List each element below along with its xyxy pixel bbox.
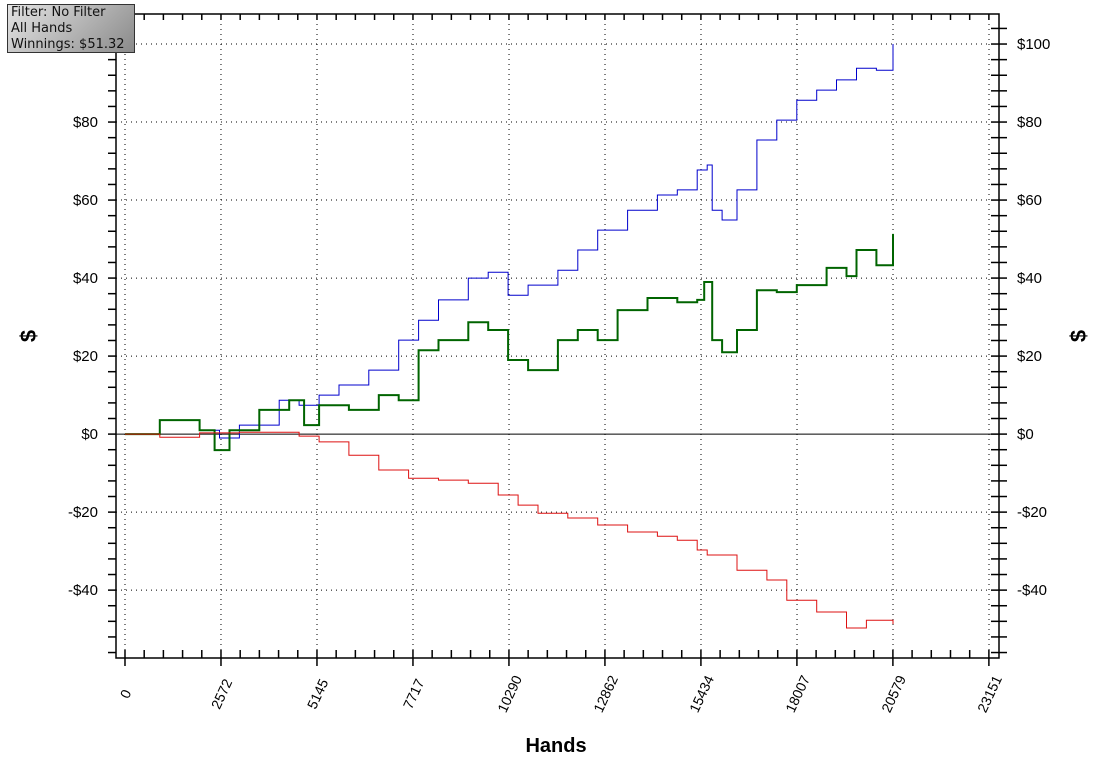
left-y-axis-label: $ <box>16 330 41 342</box>
right-y-tick-label: $60 <box>1017 192 1042 209</box>
series-line-2 <box>125 431 894 629</box>
right-y-tick-label: -$20 <box>1017 504 1047 521</box>
right-y-axis-label: $ <box>1066 330 1091 342</box>
left-y-tick-label: -$20 <box>68 504 98 521</box>
right-y-tick-label: $40 <box>1017 270 1042 287</box>
left-y-tick-label: $60 <box>73 192 98 209</box>
x-tick-label: 18007 <box>782 673 813 715</box>
x-tick-label: 20579 <box>878 673 909 715</box>
x-tick-label: 12862 <box>590 673 621 715</box>
series-line-0 <box>125 44 894 439</box>
plot-frame <box>115 13 1000 659</box>
x-tick-label: 2572 <box>208 676 236 711</box>
left-y-tick-label: $20 <box>73 348 98 365</box>
series-line-1 <box>125 233 894 452</box>
x-tick-label: 7717 <box>400 676 428 711</box>
x-tick-label: 0 <box>117 687 135 701</box>
filter-info-box: Filter: No Filter All Hands Winnings: $5… <box>7 4 135 53</box>
right-y-tick-label: $100 <box>1017 36 1050 53</box>
left-y-tick-label: $80 <box>73 114 98 131</box>
x-tick-label: 23151 <box>974 673 1005 715</box>
winnings-label: Winnings: $51.32 <box>11 37 125 52</box>
left-y-tick-label: $0 <box>81 426 98 443</box>
left-y-tick-label: -$40 <box>68 582 98 599</box>
x-tick-label: 15434 <box>686 673 717 715</box>
hands-label: All Hands <box>11 21 73 36</box>
filter-label: Filter: No Filter <box>11 5 106 20</box>
x-axis-label: Hands <box>525 735 586 757</box>
x-tick-label: 10290 <box>494 673 525 715</box>
right-y-tick-label: $80 <box>1017 114 1042 131</box>
x-tick-label: 5145 <box>304 676 332 711</box>
right-y-tick-label: -$40 <box>1017 582 1047 599</box>
left-y-tick-label: $40 <box>73 270 98 287</box>
right-y-tick-label: $20 <box>1017 348 1042 365</box>
right-y-tick-label: $0 <box>1017 426 1034 443</box>
